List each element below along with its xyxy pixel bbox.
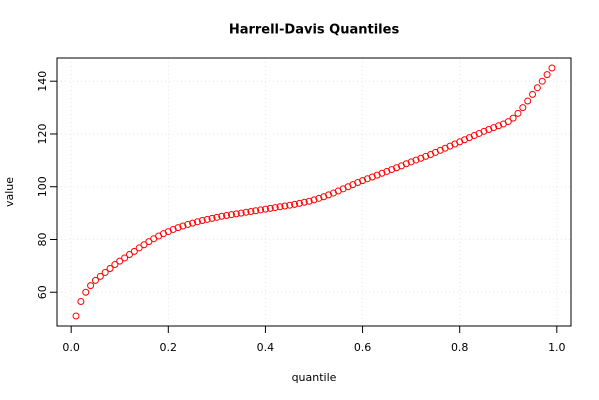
point	[393, 164, 401, 172]
x-tick-label: 0.8	[451, 341, 469, 354]
x-tick-label: 0.6	[354, 341, 372, 354]
point	[383, 167, 391, 175]
plot-frame	[56, 57, 572, 327]
point	[548, 64, 556, 72]
point	[203, 215, 211, 223]
point	[295, 199, 303, 207]
point	[480, 127, 488, 135]
point	[281, 202, 289, 210]
point	[291, 200, 299, 208]
point	[198, 216, 206, 224]
point	[125, 251, 133, 259]
point	[77, 297, 85, 305]
chart-title: Harrell-Davis Quantiles	[229, 23, 400, 38]
point	[305, 197, 313, 205]
point	[378, 169, 386, 177]
point	[402, 160, 410, 168]
point	[247, 208, 255, 216]
point	[354, 179, 362, 187]
point	[368, 173, 376, 181]
point	[373, 171, 381, 179]
y-tick-label: 140	[36, 71, 49, 92]
point	[320, 193, 328, 201]
point	[407, 158, 415, 166]
point	[218, 212, 226, 220]
y-tick-label: 80	[36, 232, 49, 246]
y-tick-label: 100	[36, 176, 49, 197]
point	[242, 208, 250, 216]
point	[514, 109, 522, 117]
point	[116, 257, 124, 265]
x-axis-label: quantile	[292, 371, 337, 384]
point	[495, 122, 503, 130]
y-tick-label: 60	[36, 285, 49, 299]
point	[533, 84, 541, 92]
point	[417, 154, 425, 162]
point	[504, 118, 512, 126]
point	[412, 156, 420, 164]
point	[179, 222, 187, 230]
point	[359, 177, 367, 185]
point	[315, 194, 323, 202]
point	[388, 166, 396, 174]
point	[169, 225, 177, 233]
point	[325, 191, 333, 199]
point	[490, 124, 498, 132]
point	[543, 71, 551, 79]
point	[422, 152, 430, 160]
point	[237, 209, 245, 217]
point	[135, 244, 143, 252]
point	[310, 196, 318, 204]
y-tick-label: 120	[36, 123, 49, 144]
point	[223, 211, 231, 219]
point	[261, 205, 269, 213]
point	[208, 214, 216, 222]
point	[252, 207, 260, 215]
point	[82, 288, 90, 296]
point	[87, 282, 95, 290]
point	[300, 198, 308, 206]
point	[193, 218, 201, 226]
point	[538, 77, 546, 85]
point	[121, 254, 129, 262]
point	[106, 264, 114, 272]
point	[257, 206, 265, 214]
point	[232, 210, 240, 218]
point	[96, 272, 104, 280]
point	[271, 204, 279, 212]
x-tick-label: 0.2	[160, 341, 178, 354]
point	[485, 125, 493, 133]
point	[101, 268, 109, 276]
point	[184, 220, 192, 228]
point	[189, 219, 197, 227]
point	[72, 312, 80, 320]
point	[524, 97, 532, 105]
point	[286, 201, 294, 209]
point	[276, 203, 284, 211]
point	[529, 90, 537, 98]
point	[363, 175, 371, 183]
point	[111, 261, 119, 269]
point	[140, 241, 148, 249]
point	[509, 114, 517, 122]
x-tick-label: 1.0	[548, 341, 566, 354]
point	[266, 204, 274, 212]
x-tick-label: 0.0	[62, 341, 80, 354]
point	[227, 211, 235, 219]
point	[519, 104, 527, 112]
y-axis-label: value	[3, 177, 16, 207]
point	[130, 247, 138, 255]
point	[174, 224, 182, 232]
point	[91, 276, 99, 284]
x-tick-label: 0.4	[257, 341, 275, 354]
point	[213, 213, 221, 221]
